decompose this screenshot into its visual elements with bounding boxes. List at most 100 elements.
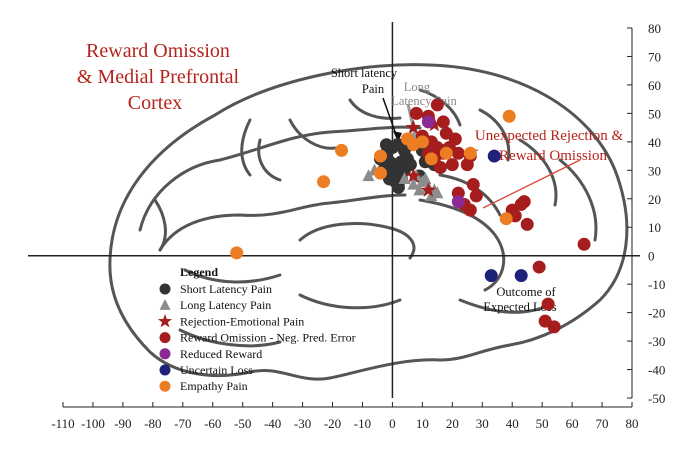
point-uncertain-loss [514, 269, 528, 283]
legend: Legend Short Latency Pain Long Latency Pai… [157, 265, 356, 393]
brain-outline-drawing [108, 63, 629, 381]
y-tick-label: 30 [648, 163, 661, 178]
title-line: Cortex [128, 92, 182, 114]
point-empathy-pain [335, 143, 349, 157]
legend-marker [159, 380, 171, 392]
y-tick-label: -40 [648, 363, 665, 378]
point-reward-omission-neg-pred-error [532, 260, 546, 274]
x-tick-label: 0 [389, 416, 396, 431]
legend-marker [159, 298, 171, 310]
x-tick-label: 70 [596, 416, 609, 431]
legend-marker [159, 364, 171, 376]
point-short-latency-pain [379, 138, 393, 152]
y-tick-label: 50 [648, 106, 661, 121]
annotation-long-latency: Long [404, 80, 431, 94]
x-tick-label: 40 [506, 416, 519, 431]
legend-entry-label: Reduced Reward [180, 347, 262, 361]
y-tick-label: 80 [648, 21, 661, 36]
point-long-latency-pain [419, 172, 432, 184]
point-reward-omission-neg-pred-error [463, 203, 477, 217]
point-long-latency-pain [398, 172, 411, 184]
point-reward-omission-neg-pred-error [433, 160, 447, 174]
legend-title: Legend [180, 265, 218, 279]
x-tick-label: -50 [234, 416, 251, 431]
x-tick-label: -40 [264, 416, 281, 431]
annotation-unexpected: Unexpected Rejection & [475, 128, 624, 144]
point-reward-omission-neg-pred-error [577, 237, 591, 251]
point-long-latency-pain [362, 169, 375, 182]
x-tick-label: 20 [446, 416, 459, 431]
point-reduced-reward [451, 195, 465, 209]
x-tick-label: 30 [476, 416, 489, 431]
y-tick-label: 40 [648, 135, 661, 150]
y-tick-label: 70 [648, 49, 661, 64]
y-tick-label: 0 [648, 249, 655, 264]
point-empathy-pain [230, 246, 244, 260]
y-tick-label: -10 [648, 277, 665, 292]
legend-entry-label: Uncertain Loss [180, 363, 253, 377]
point-reward-omission-neg-pred-error [451, 146, 465, 160]
point-empathy-pain [424, 152, 438, 166]
y-tick-label: -30 [648, 334, 665, 349]
point-empathy-pain [373, 149, 387, 163]
point-empathy-pain [439, 146, 453, 160]
point-reward-omission-neg-pred-error [445, 158, 459, 172]
axes: -110 -100 -90 -80 -70 -60 -50 -40 -30 -20 -10 0 10 20… [28, 21, 665, 431]
point-rejection-emotional-pain [405, 167, 422, 183]
unexpected-pointer-line [482, 159, 581, 209]
legend-entry-label: Long Latency Pain [180, 298, 271, 312]
legend-marker [159, 348, 171, 360]
legend-marker [157, 314, 173, 328]
y-tick-label: -20 [648, 306, 665, 321]
point-reduced-reward [421, 115, 435, 129]
point-short-latency-pain [391, 180, 405, 194]
legend-marker [159, 332, 171, 344]
legend-entry-label: Reward Omission - Neg. Pred. Error [180, 331, 356, 345]
x-tick-label: 80 [626, 416, 639, 431]
title-line: & Medial Prefrontal [77, 66, 240, 88]
annotation-long-latency: Latency Pain [391, 94, 457, 108]
point-long-latency-pain [407, 177, 420, 190]
point-rejection-emotional-pain [420, 182, 437, 197]
annotation-short-latency: Pain [362, 82, 385, 96]
point-long-latency-pain [413, 183, 426, 196]
y-tick-label: 20 [648, 192, 661, 207]
y-tick-label: -50 [648, 391, 665, 406]
point-reward-omission-neg-pred-error [520, 217, 534, 231]
x-tick-label: 50 [536, 416, 549, 431]
x-tick-label: -100 [81, 416, 105, 431]
point-empathy-pain [373, 166, 387, 180]
x-tick-label: -60 [204, 416, 221, 431]
point-reward-omission-neg-pred-error [541, 297, 555, 311]
point-empathy-pain [463, 146, 477, 160]
annotation-outcome: Outcome of [496, 285, 556, 299]
y-tick-label: 60 [648, 78, 661, 93]
x-tick-label: -10 [354, 416, 371, 431]
point-empathy-pain [415, 135, 429, 149]
data-points [230, 98, 591, 334]
annotation-short-latency: Short latency [331, 66, 398, 80]
point-empathy-pain [502, 109, 516, 123]
point-reward-omission-neg-pred-error [469, 189, 483, 203]
point-empathy-pain [499, 212, 513, 226]
x-tick-label: -30 [294, 416, 311, 431]
point-reward-omission-neg-pred-error [517, 195, 531, 209]
point-reward-omission-neg-pred-error [547, 320, 561, 334]
point-uncertain-loss [484, 269, 498, 283]
legend-entry-label: Rejection-Emotional Pain [180, 314, 304, 328]
point-rejection-emotional-pain [405, 119, 422, 135]
annotation-unexpected: Reward Omission [499, 148, 607, 164]
legend-marker [159, 283, 171, 295]
point-reward-omission-neg-pred-error [466, 178, 480, 192]
short-latency-arrowhead [393, 131, 402, 142]
point-empathy-pain [317, 175, 331, 189]
x-tick-label: -70 [174, 416, 191, 431]
chart-title: Reward Omission & Medial Prefrontal Cortex [77, 40, 240, 114]
y-tick-label: 10 [648, 220, 661, 235]
x-tick-label: 60 [566, 416, 579, 431]
title-line: Reward Omission [86, 40, 230, 62]
point-short-latency-pain [403, 158, 417, 172]
point-reward-omission-neg-pred-error [430, 98, 444, 112]
